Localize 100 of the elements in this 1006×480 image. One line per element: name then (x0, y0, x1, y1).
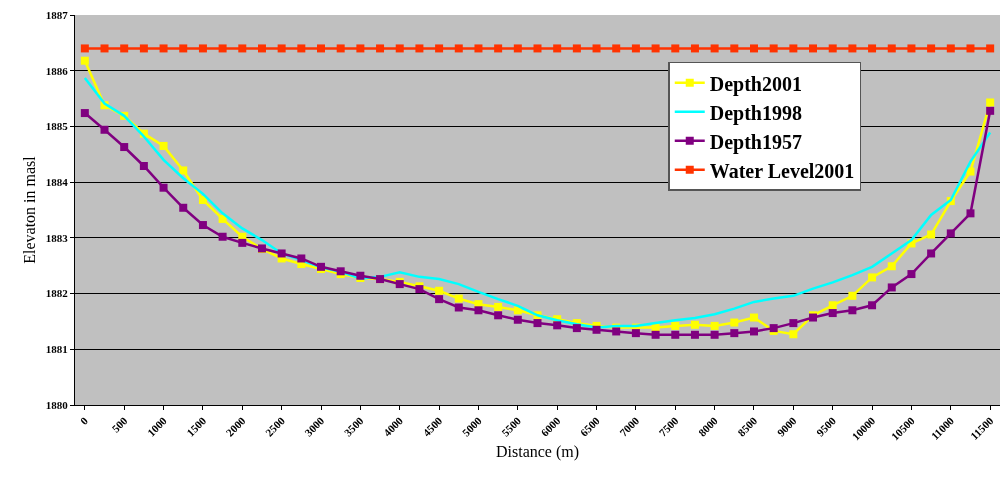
point (435, 295, 444, 304)
point (828, 309, 837, 318)
point (966, 167, 975, 176)
point (494, 302, 503, 311)
point (572, 324, 581, 333)
point (494, 44, 503, 53)
point (907, 270, 916, 279)
point (927, 44, 936, 53)
point (454, 303, 463, 312)
legend-label: Water Level2001 (709, 159, 855, 182)
point (435, 44, 444, 53)
point (868, 44, 877, 53)
point (828, 301, 837, 310)
legend-label: Depth1957 (709, 130, 802, 154)
point (198, 44, 207, 53)
point (789, 44, 798, 53)
point (336, 44, 345, 53)
point (257, 44, 266, 53)
point (671, 321, 680, 330)
point (651, 330, 660, 339)
point (474, 306, 483, 315)
y-tick-label: 1880 (45, 398, 69, 411)
point (690, 44, 699, 53)
point (730, 329, 739, 338)
point (986, 44, 995, 53)
point (946, 44, 955, 53)
x-axis-title: Distance (m) (495, 443, 580, 462)
point (592, 325, 601, 334)
point (120, 143, 129, 152)
point (454, 294, 463, 303)
point (907, 44, 916, 53)
point (218, 44, 227, 53)
point (198, 221, 207, 230)
point (80, 56, 89, 65)
point (868, 301, 877, 310)
point (848, 44, 857, 53)
point (612, 327, 621, 336)
point (789, 319, 798, 328)
legend-label: Depth2001 (709, 72, 802, 96)
point (927, 230, 936, 239)
point (612, 44, 621, 53)
point (454, 44, 463, 53)
point (848, 306, 857, 315)
point (789, 330, 798, 339)
point (809, 44, 818, 53)
point (848, 291, 857, 300)
point (651, 44, 660, 53)
point (887, 44, 896, 53)
point (671, 44, 680, 53)
point (139, 161, 148, 170)
point (553, 44, 562, 53)
point (730, 318, 739, 327)
point (100, 44, 109, 53)
point (868, 273, 877, 282)
point (474, 44, 483, 53)
point (966, 209, 975, 218)
point (100, 125, 109, 134)
point (159, 141, 168, 150)
point (887, 283, 896, 292)
y-tick-label: 1883 (45, 231, 69, 244)
point (690, 330, 699, 339)
point (218, 232, 227, 241)
point (494, 311, 503, 320)
y-tick-label: 1881 (45, 343, 68, 356)
point (415, 44, 424, 53)
point (927, 249, 936, 258)
point (749, 327, 758, 336)
point (159, 183, 168, 192)
point (690, 320, 699, 329)
y-tick-label: 1886 (45, 64, 69, 77)
point (592, 44, 601, 53)
point (513, 44, 522, 53)
point (946, 229, 955, 238)
x-tick-label: 500 (109, 414, 130, 435)
point (631, 329, 640, 338)
point (966, 44, 975, 53)
point (80, 44, 89, 53)
y-axis-title: Elevaton in masl (20, 155, 38, 264)
point (513, 315, 522, 324)
point (986, 98, 995, 107)
point (435, 286, 444, 295)
point (553, 321, 562, 330)
point (198, 195, 207, 204)
point (179, 166, 188, 175)
point (159, 44, 168, 53)
point (572, 44, 581, 53)
point (376, 44, 385, 53)
legend-label: Depth1998 (709, 101, 802, 125)
point (139, 44, 148, 53)
point (277, 249, 286, 258)
point (238, 44, 247, 53)
point (395, 44, 404, 53)
point (631, 44, 640, 53)
x-tick-label: 0 (77, 414, 91, 427)
point (533, 44, 542, 53)
point (80, 109, 89, 118)
y-tick-label: 1884 (45, 175, 69, 188)
point (671, 330, 680, 339)
y-tick-label: 1887 (45, 8, 69, 21)
point (828, 44, 837, 53)
